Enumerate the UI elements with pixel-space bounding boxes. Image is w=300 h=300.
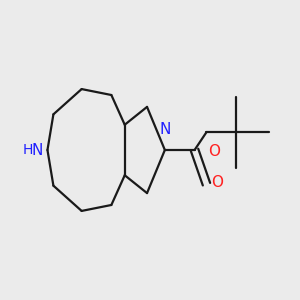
Text: O: O bbox=[211, 175, 223, 190]
Text: H: H bbox=[23, 143, 34, 157]
Text: N: N bbox=[32, 142, 43, 158]
Text: N: N bbox=[159, 122, 170, 136]
Text: O: O bbox=[208, 144, 220, 159]
